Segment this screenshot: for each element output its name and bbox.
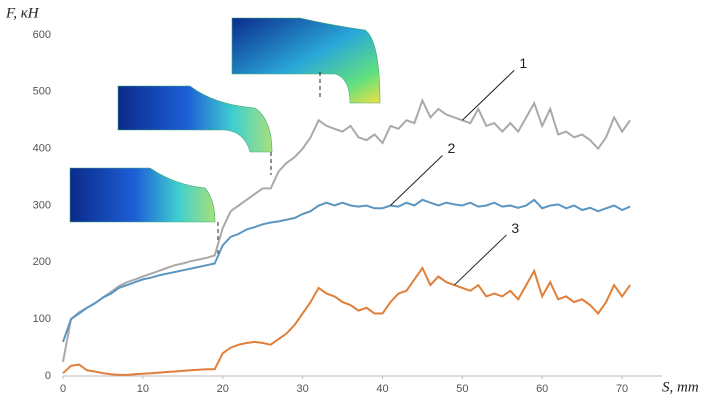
annotation-leader [462,70,514,120]
x-tick-label: 70 [616,383,628,395]
series-line [63,100,630,361]
y-tick-label: 400 [33,143,51,155]
fem-inset [70,168,218,256]
annotation-label: 3 [511,220,519,236]
y-axis-label: F, кН [5,5,40,21]
x-tick-label: 60 [536,383,548,395]
chart: F, кН S, mm 0 100 200 300 400 500 600 0 10 20 30 40… [0,0,705,399]
x-tick-label: 50 [456,383,468,395]
y-tick-label: 500 [33,86,51,98]
y-tick-label: 100 [33,313,51,325]
x-axis-label: S, mm [662,379,699,395]
x-tick-label: 20 [217,383,229,395]
x-tick-label: 0 [60,383,66,395]
y-tick-label: 600 [33,29,51,41]
fem-inset [232,18,380,103]
fem-inset [118,86,272,175]
y-tick-label: 300 [33,199,51,211]
annotation-label: 1 [519,55,527,71]
y-tick-label: 0 [45,370,51,382]
annotation-leader [454,235,506,285]
series-line [63,268,630,375]
x-tick-label: 10 [137,383,149,395]
annotation-leader [390,156,442,206]
y-tick-label: 200 [33,256,51,268]
annotation-label: 2 [447,140,455,156]
x-tick-label: 40 [376,383,388,395]
x-tick-label: 30 [296,383,308,395]
